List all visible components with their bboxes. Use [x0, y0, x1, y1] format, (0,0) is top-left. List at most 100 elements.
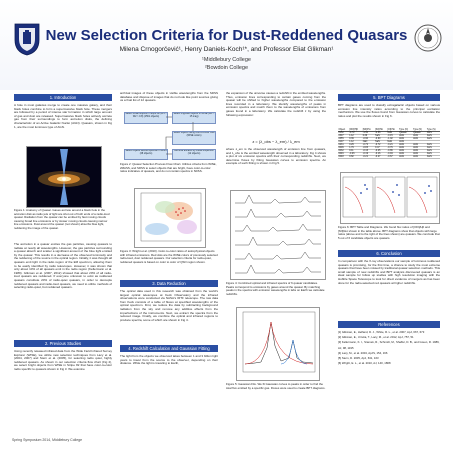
- reference-list: [1] Glikman, E., Helfand, D. J., White, …: [338, 330, 440, 366]
- footer-text: Spring Symposium 2014, Middlebury Colleg…: [12, 438, 83, 442]
- figure-2-caption: Figure 2: Quasar Selection Process Flow …: [120, 163, 217, 173]
- section-bar-previous-studies: 2. Previous Studies: [14, 340, 112, 347]
- intro-paragraph-1: A hole in most galaxies merge to create …: [14, 104, 112, 129]
- figure-gaussian-fits: [236, 307, 320, 381]
- bpt-table-cell: NaN: [386, 140, 399, 144]
- bpt-table-cell: -1.02: [386, 137, 399, 141]
- figure-spectra: [230, 190, 326, 280]
- section-bar-references: References: [338, 321, 440, 328]
- flow-box-wise-stripe82: Select WISE objects in Stripe 82 (W1 − W…: [124, 112, 168, 124]
- bpt-paragraph: BPT diagrams are used to classify extrag…: [338, 104, 440, 118]
- bpt-table-cell: 2152: [338, 131, 349, 135]
- bpt-table-cell: -0.67: [386, 155, 399, 159]
- previous-studies-paragraph: Using recently released infrared data fr…: [14, 350, 112, 371]
- bpt-table-cell: AGN: [398, 149, 413, 153]
- bpt-table-cell: NaN: [374, 134, 387, 138]
- bpt-table-cell: AGN: [398, 134, 413, 138]
- bpt-table-cell: AGN: [412, 137, 427, 141]
- middlebury-logo-icon: [14, 23, 40, 56]
- bpt-table-cell: Quasar: [398, 131, 413, 135]
- bpt-table-cell: 0.69: [362, 134, 375, 138]
- bpt-table-cell: 0032: [338, 149, 349, 153]
- bpt-col-header: [OIII]/Hβ: [348, 129, 363, 132]
- poster-title: New Selection Criteria for Dust-Reddened…: [45, 27, 408, 44]
- bpt-table-cell: -0.90: [362, 137, 375, 141]
- data-reduction-paragraph: The optical data used in this research w…: [120, 290, 218, 322]
- author-list: Milena Crnogorčević¹, Henry Daniels-Koch…: [119, 46, 334, 53]
- bpt-table-cell: AGN: [398, 152, 413, 156]
- bpt-table-cell: AGN: [426, 134, 440, 138]
- section-bar-conclusion: 6. Conclusion: [338, 250, 440, 257]
- bpt-table-cell: -0.72: [362, 143, 375, 147]
- bpt-table-cell: AGN: [398, 137, 413, 141]
- section-bar-introduction: 1. Introduction: [14, 94, 112, 101]
- figure-3-caption: Figure 3: Wright et al. (2010). Color-to…: [120, 250, 218, 264]
- bpt-table-cell: AGN: [412, 149, 427, 153]
- bpt-table-cell: -0.90: [374, 137, 387, 141]
- flow-box-visual-inspection: Remove artifacts by visual inspection (1…: [172, 149, 216, 160]
- bpt-col-header: [OI]/Hα: [386, 129, 399, 132]
- column-3-intro-paragraph: the expansion of the universe causes a r…: [226, 92, 326, 117]
- bpt-table-cell: AGN: [426, 155, 440, 159]
- bpt-col-header: [SII]/Hα: [374, 129, 387, 132]
- bpt-table-cell: AGN: [426, 143, 440, 147]
- flow-box-color-cuts: Select objects using color-to-color cuts…: [172, 131, 216, 145]
- reference-item: [1] Glikman, E., Helfand, D. J., White, …: [338, 330, 425, 334]
- bpt-table-cell: -0.27: [374, 155, 387, 159]
- bpt-table-cell: 0048: [338, 155, 349, 159]
- bpt-table-cell: -0.94: [386, 152, 399, 156]
- bpt-table-cell: AGN: [412, 143, 427, 147]
- conclusion-paragraph: In comparison with the X-ray observation…: [338, 260, 440, 285]
- bpt-table-cell: -0.15: [386, 134, 399, 138]
- figure-6-caption: Figure 6: BPT Table and Diagrams. We fou…: [338, 226, 440, 240]
- bpt-table-cell: [412, 140, 427, 144]
- bpt-table-cell: AGN: [412, 152, 427, 156]
- column-2-intro-paragraph: archival images of these objects in visi…: [120, 92, 218, 103]
- bpt-table-cell: AGN: [426, 137, 440, 141]
- column-3-paragraph-2: where λ_em is the observed wavelength of…: [226, 148, 326, 166]
- spectra-plot: [235, 194, 321, 274]
- bpt-table-cell: -0.25: [374, 149, 387, 153]
- bpt-table-row: 0032 0.11 -0.16 -0.25 -0.86 AGN AGN AGN: [338, 149, 440, 153]
- bpt-table-cell: 1.12: [348, 140, 363, 144]
- section-bar-data-reduction: 3. Data Reduction: [120, 280, 218, 287]
- reference-item: [4] Lacy, M., et al. 2004, ApJS, 154, 16…: [338, 350, 388, 355]
- bpt-table-cell: -0.72: [348, 131, 363, 135]
- bpt-table-cell: 1.12: [348, 134, 363, 138]
- bpt-table-cell: AGN: [398, 143, 413, 147]
- bpt-table-cell: -0.66: [374, 131, 387, 135]
- reference-item: [2] Glikman, E., Urrutia, T., Lacy, M., …: [338, 335, 414, 340]
- bpt-table-cell: [426, 140, 440, 144]
- bpt-table-cell: 0.11: [348, 149, 363, 153]
- reference-item: [5] Stern, D. 2005, ApJ, 631, 163: [338, 356, 379, 361]
- bpt-table-cell: -0.16: [374, 152, 387, 156]
- bpt-table-cell: 0.39: [348, 137, 363, 141]
- color-color-diagram: [140, 192, 202, 242]
- intro-paragraph-2: The accretion in a quasar excites the ga…: [14, 243, 112, 290]
- bpt-table-row: 0107 1.12 NaN NaN NaN AGN: [338, 140, 440, 144]
- bpt-table-cell: 0046: [338, 152, 349, 156]
- header-band: [0, 0, 453, 90]
- bpt-table-cell: -0.21: [386, 143, 399, 147]
- bpt-table-cell: AGN: [412, 146, 427, 150]
- bpt-table-cell: AGN: [398, 140, 413, 144]
- bpt-table-body: 2152 -0.72 -1.50 -0.66 NaN Quasar Quasar AGN 230…: [338, 131, 440, 159]
- bpt-table-cell: 0.29: [348, 143, 363, 147]
- bpt-col-header: Type (S): [426, 129, 440, 132]
- bpt-table-cell: AGN: [398, 146, 413, 150]
- bpt-table-cell: -0.21: [362, 155, 375, 159]
- gaussian-fit-plot: [242, 311, 316, 373]
- bpt-col-header: Object: [338, 129, 349, 132]
- bpt-table-cell: 0.82: [348, 155, 363, 159]
- figure-5-caption: Figure 5: Gaussian Fits. We fit Gaussian…: [226, 383, 326, 390]
- bpt-table-row: 0046 -0.26 -0.19 -0.16 -0.94 AGN AGN AGN: [338, 152, 440, 156]
- bpt-table-cell: -0.26: [348, 152, 363, 156]
- bpt-table-cell: NaN: [386, 131, 399, 135]
- affiliation-bowdoin: ²Bowdoin College: [204, 65, 249, 71]
- bpt-table-cell: AGN: [412, 134, 427, 138]
- bpt-table-cell: -0.16: [362, 149, 375, 153]
- bpt-table-cell: AGN: [426, 146, 440, 150]
- bpt-table-cell: 0006: [338, 146, 349, 150]
- bpt-table-row: 0231 0.29 -0.72 -0.72 -0.21 AGN AGN AGN: [338, 143, 440, 147]
